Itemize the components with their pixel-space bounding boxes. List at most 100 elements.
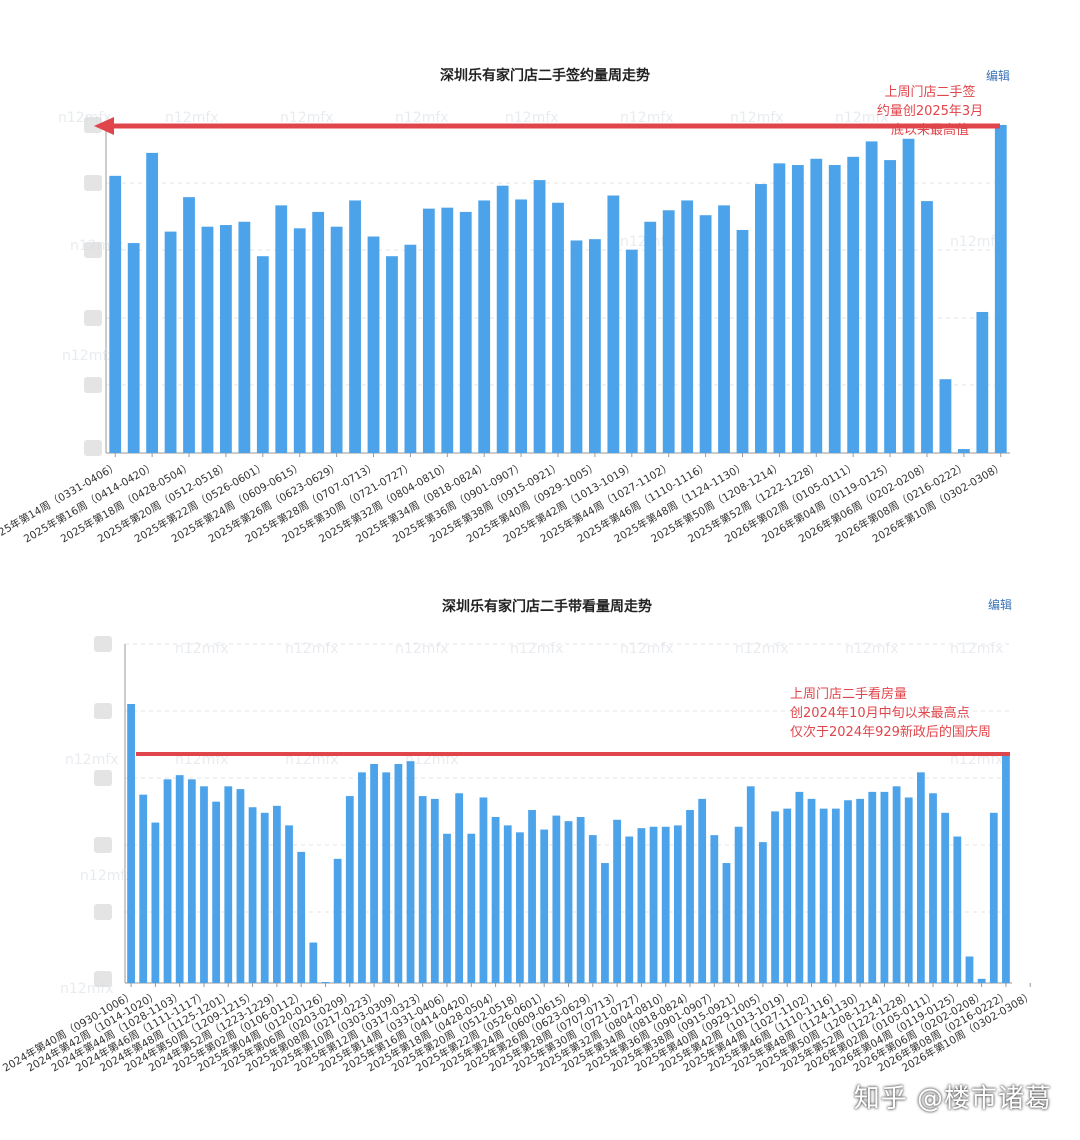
bar (783, 808, 792, 984)
y-tick-label-masked (84, 310, 102, 326)
bar (248, 807, 257, 983)
bar (921, 201, 933, 453)
bar (868, 791, 877, 983)
bar (884, 160, 896, 453)
bar (109, 175, 122, 453)
bar (552, 202, 564, 453)
bar (902, 138, 915, 453)
y-tick-label-masked (84, 117, 102, 133)
annotation-text: 创2024年10月中旬以来最高点 (790, 705, 970, 721)
bar (503, 825, 512, 983)
bar (722, 863, 731, 983)
bar (791, 165, 804, 453)
viewing-volume-chart: 深圳乐有家门店二手带看量周走势 编辑 n12mfx n12mfx n12mfx n12… (0, 597, 1035, 1075)
bar (976, 311, 989, 453)
y-tick-label-masked (94, 770, 112, 786)
y-tick-label-masked (94, 703, 112, 719)
bar (533, 180, 546, 453)
watermark: n12mfx (280, 110, 334, 126)
watermark: n12mfx (395, 641, 449, 657)
y-tick-label-masked (94, 837, 112, 853)
bar (358, 772, 366, 983)
bar (710, 835, 719, 983)
bar (236, 789, 245, 983)
bar (637, 828, 646, 983)
bar (478, 200, 491, 453)
bar (200, 786, 208, 983)
bar (588, 239, 601, 453)
bar (220, 225, 232, 453)
bar (394, 763, 403, 983)
bar (831, 808, 840, 984)
bar (212, 801, 221, 983)
bar (865, 141, 878, 453)
bar (238, 221, 251, 453)
bar (496, 185, 509, 453)
bar (977, 978, 986, 983)
bar (430, 798, 439, 983)
bar (773, 163, 786, 453)
watermark: n12mfx (510, 641, 564, 657)
bar (965, 956, 974, 983)
bar (601, 863, 609, 983)
bar (939, 379, 952, 453)
bar (187, 779, 196, 983)
bar (321, 982, 330, 983)
bar (662, 210, 675, 453)
bar (564, 821, 573, 983)
bar (1002, 755, 1010, 983)
bar (810, 158, 823, 453)
bar (516, 832, 524, 983)
bar (528, 810, 536, 983)
bar (293, 228, 306, 453)
bar (856, 798, 865, 983)
bar (540, 829, 549, 983)
bar (844, 800, 852, 983)
bar (260, 812, 269, 983)
watermark: n12mfx (845, 641, 899, 657)
bar (175, 775, 184, 983)
edit-link[interactable]: 编辑 (986, 68, 1010, 83)
bar (479, 797, 488, 983)
annotation-text: 上周门店二手签 (884, 84, 975, 100)
bar (404, 244, 417, 453)
watermark: n12mfx (58, 110, 112, 126)
annotation-text: 仅次于2024年929新政后的国庆周 (790, 724, 991, 740)
bar (847, 156, 860, 453)
bar (127, 243, 140, 453)
bar (904, 797, 913, 983)
chart-title: 深圳乐有家门店二手带看量周走势 (442, 598, 652, 615)
bar (795, 791, 804, 983)
bar (418, 796, 427, 983)
bar (491, 817, 500, 983)
y-tick-label-masked (84, 242, 102, 258)
bar (699, 215, 712, 453)
y-tick-label-masked (84, 175, 102, 191)
bar (755, 184, 767, 454)
bar (607, 195, 620, 453)
bar (828, 165, 841, 453)
bar (736, 229, 749, 453)
bar (443, 833, 451, 983)
bar (386, 256, 398, 453)
bar (880, 791, 889, 983)
bar (957, 449, 970, 453)
bar (515, 199, 528, 453)
y-tick-label-masked (94, 904, 112, 920)
annotation-text: 上周门店二手看房量 (790, 686, 907, 702)
bar (941, 812, 950, 983)
edit-link[interactable]: 编辑 (988, 597, 1012, 612)
bar (953, 836, 962, 983)
bar (224, 786, 233, 983)
bar (686, 810, 694, 983)
bar (273, 805, 281, 983)
bar (718, 205, 730, 453)
signing-volume-chart: 深圳乐有家门店二手签约量周走势 编辑 n12mfx n12mfx n12mfx n12… (0, 67, 1010, 546)
y-tick-label-masked (84, 377, 102, 393)
bar (275, 205, 288, 453)
bar (552, 815, 561, 983)
bar (345, 796, 354, 983)
watermark: n12mfx (285, 641, 339, 657)
bar (285, 825, 293, 983)
